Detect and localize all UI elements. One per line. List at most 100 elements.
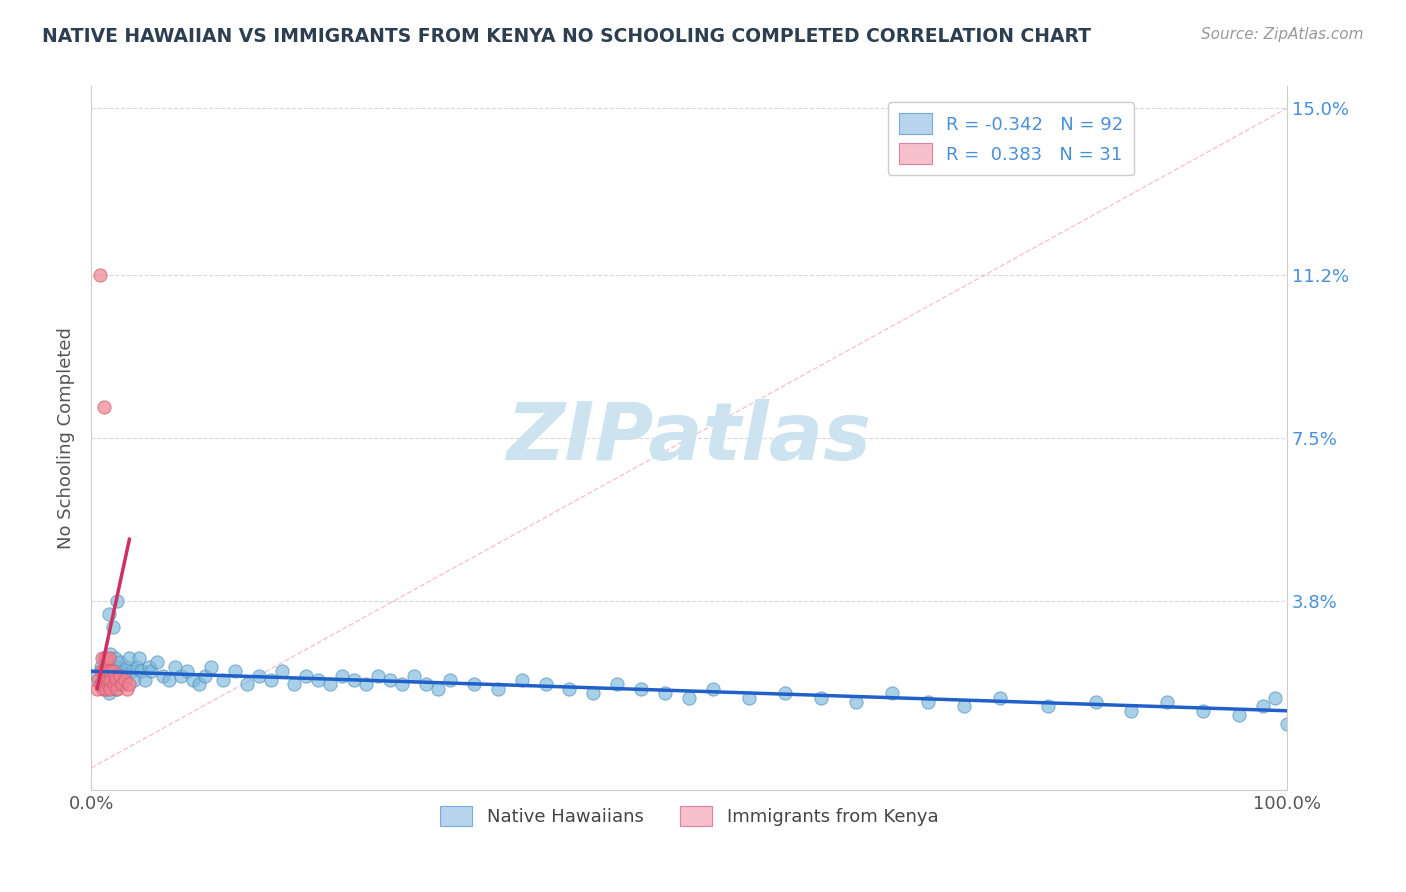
Point — [582, 686, 605, 700]
Point — [94, 651, 117, 665]
Point — [89, 268, 111, 283]
Point — [128, 651, 150, 665]
Point — [107, 668, 129, 682]
Point — [391, 677, 413, 691]
Point — [101, 620, 124, 634]
Text: Source: ZipAtlas.com: Source: ZipAtlas.com — [1201, 27, 1364, 42]
Point — [486, 681, 509, 696]
Point — [953, 699, 976, 714]
Point — [259, 673, 281, 687]
Point — [93, 673, 115, 687]
Point — [176, 664, 198, 678]
Point — [378, 673, 401, 687]
Point — [112, 673, 135, 687]
Point — [606, 677, 628, 691]
Point — [702, 681, 724, 696]
Point — [107, 594, 129, 608]
Point — [773, 686, 796, 700]
Point — [108, 656, 131, 670]
Point — [194, 668, 217, 682]
Point — [354, 677, 377, 691]
Point — [402, 668, 425, 682]
Point — [917, 695, 939, 709]
Point — [134, 673, 156, 687]
Point — [122, 673, 145, 687]
Point — [307, 673, 329, 687]
Point — [96, 673, 118, 687]
Y-axis label: No Schooling Completed: No Schooling Completed — [58, 327, 75, 549]
Point — [125, 660, 148, 674]
Point — [138, 660, 160, 674]
Point — [94, 681, 117, 696]
Point — [114, 668, 136, 682]
Point — [810, 690, 832, 705]
Point — [98, 664, 121, 678]
Point — [87, 673, 110, 687]
Point — [181, 673, 204, 687]
Legend: Native Hawaiians, Immigrants from Kenya: Native Hawaiians, Immigrants from Kenya — [433, 798, 945, 834]
Point — [121, 664, 143, 678]
Point — [103, 677, 125, 691]
Point — [224, 664, 246, 678]
Point — [105, 681, 128, 696]
Point — [104, 651, 127, 665]
Point — [86, 681, 108, 696]
Point — [89, 677, 111, 691]
Point — [319, 677, 342, 691]
Point — [114, 673, 136, 687]
Point — [271, 664, 294, 678]
Point — [845, 695, 868, 709]
Point — [211, 673, 233, 687]
Point — [426, 681, 449, 696]
Point — [146, 656, 169, 670]
Point — [91, 664, 114, 678]
Point — [678, 690, 700, 705]
Point — [98, 607, 121, 621]
Point — [1227, 708, 1250, 723]
Point — [247, 668, 270, 682]
Point — [110, 677, 132, 691]
Point — [101, 664, 124, 678]
Point — [170, 668, 193, 682]
Text: ZIPatlas: ZIPatlas — [506, 399, 872, 477]
Point — [111, 677, 134, 691]
Point — [157, 673, 180, 687]
Point — [200, 660, 222, 674]
Point — [100, 673, 122, 687]
Point — [295, 668, 318, 682]
Point — [439, 673, 461, 687]
Point — [343, 673, 366, 687]
Point — [235, 677, 257, 691]
Point — [510, 673, 533, 687]
Point — [105, 673, 128, 687]
Point — [97, 677, 120, 691]
Point — [104, 668, 127, 682]
Point — [1275, 717, 1298, 731]
Point — [988, 690, 1011, 705]
Point — [90, 660, 112, 674]
Point — [103, 673, 125, 687]
Point — [97, 664, 120, 678]
Point — [86, 668, 108, 682]
Point — [98, 647, 121, 661]
Point — [94, 681, 117, 696]
Point — [98, 686, 121, 700]
Point — [367, 668, 389, 682]
Point — [115, 681, 138, 696]
Point — [1264, 690, 1286, 705]
Point — [100, 677, 122, 691]
Point — [738, 690, 761, 705]
Point — [107, 681, 129, 696]
Point — [463, 677, 485, 691]
Point — [1192, 704, 1215, 718]
Point — [118, 651, 141, 665]
Point — [187, 677, 209, 691]
Point — [97, 656, 120, 670]
Point — [90, 677, 112, 691]
Point — [283, 677, 305, 691]
Point — [415, 677, 437, 691]
Point — [90, 664, 112, 678]
Point — [91, 681, 114, 696]
Point — [330, 668, 353, 682]
Point — [1121, 704, 1143, 718]
